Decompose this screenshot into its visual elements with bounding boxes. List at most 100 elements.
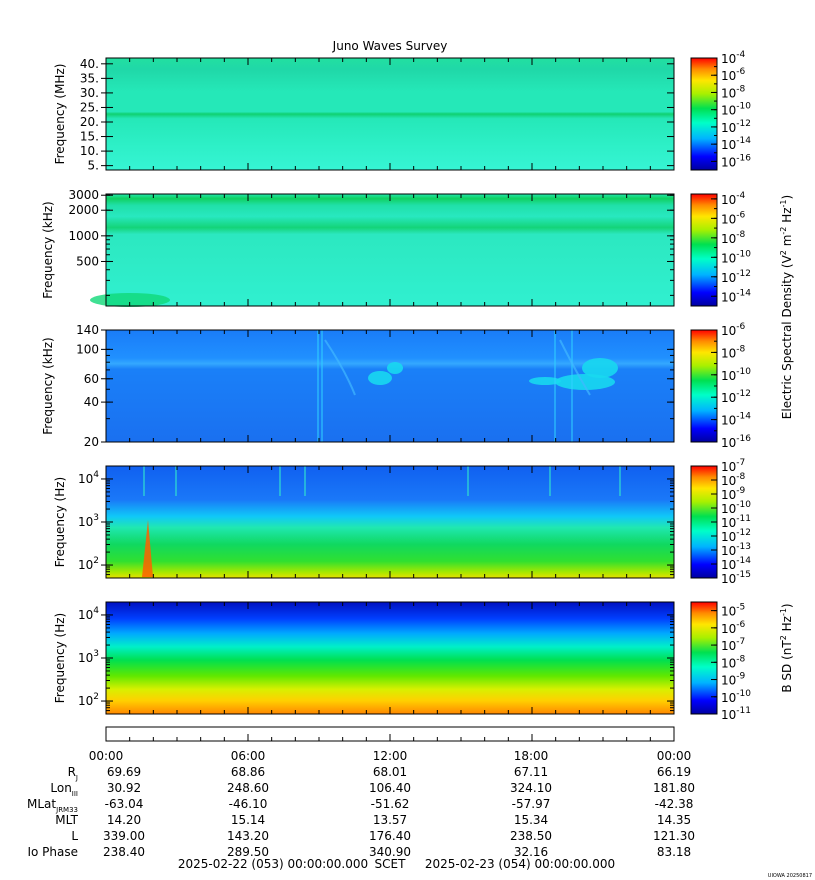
spectrogram-panel-3: 20 40 60 100 140 Frequency (kHz) 10-6 10-8 10-10…: [41, 322, 751, 450]
y-tick-label: 1000: [68, 229, 99, 243]
colorbar-tick-label: 10-10: [721, 102, 751, 118]
ephemeris-value: 15.14: [231, 813, 265, 827]
y-tick-label: 2000: [68, 203, 99, 217]
colorbar-scale: [690, 329, 718, 443]
colorbar-tick-label: 10-11: [721, 514, 751, 530]
y-tick-label: 60: [84, 372, 99, 386]
ephemeris-value: 339.00: [103, 829, 145, 843]
end-time: 2025-02-23 (054) 00:00:00.000: [425, 857, 615, 871]
y-axis-label: Frequency (kHz): [41, 337, 55, 434]
spectrogram-panel-4: 102 103 104 Frequency (Hz) 10-710-810-910-10…: [53, 458, 751, 586]
y-tick-label: 104: [78, 606, 99, 622]
y-axis-label: Frequency (Hz): [53, 613, 67, 704]
colorbar-3: 10-6 10-8 10-10 10-12 10-14 10-16: [690, 322, 751, 450]
ephemeris-value: 69.69: [107, 765, 141, 779]
colorbar-tick-label: 10-10: [721, 367, 751, 383]
y-tick-label: 102: [78, 556, 99, 572]
colorbar-tick-label: 10-13: [721, 542, 751, 558]
colorbar-scale: [690, 601, 718, 715]
ephemeris-value: -51.62: [371, 797, 410, 811]
ephemeris-value: 121.30: [653, 829, 695, 843]
ephemeris-value: 68.01: [373, 765, 407, 779]
emission-feature: [387, 362, 403, 374]
colorbar-tick-label: 10-10: [721, 500, 751, 516]
colorbar-tick-label: 10-4: [721, 191, 746, 207]
scet-label: SCET: [375, 857, 407, 871]
colorbar-tick-label: 10-7: [721, 637, 745, 653]
ephemeris-label: L: [71, 829, 78, 843]
y-tick-label: 5.: [88, 159, 99, 173]
emission-feature: [368, 371, 392, 385]
emission-feature: [90, 293, 170, 307]
ephemeris-value: 83.18: [657, 845, 691, 859]
ephemeris-value: -42.38: [655, 797, 694, 811]
colorbar-2: 10-4 10-6 10-8 10-10 10-12 10-14: [690, 191, 751, 307]
ephemeris-value: 106.40: [369, 781, 411, 795]
y-tick-label: 103: [78, 513, 99, 529]
y-tick-label: 25.: [80, 100, 99, 114]
ephemeris-value: 66.19: [657, 765, 691, 779]
ephemeris-value: 340.90: [369, 845, 411, 859]
ephemeris-label: Io Phase: [27, 845, 78, 859]
emission-feature: [324, 339, 356, 396]
ephemeris-value: 238.40: [103, 845, 145, 859]
colorbar-tick-label: 10-6: [721, 620, 746, 636]
y-tick-label: 104: [78, 470, 99, 486]
ephemeris-label: MLatJRM33: [27, 797, 78, 814]
spectrogram-image: [106, 58, 674, 170]
spectrogram-image: [106, 602, 674, 714]
y-tick-label: 40.: [80, 57, 99, 71]
colorbar-title-magnetic: B SD (nT2 Hz-1): [779, 603, 794, 692]
y-tick-label: 35.: [80, 71, 99, 85]
y-tick-label: 20.: [80, 115, 99, 129]
emission-feature: [582, 358, 618, 378]
colorbar-tick-label: 10-9: [721, 672, 746, 688]
ephemeris-value: 68.86: [231, 765, 265, 779]
colorbar-title-electric: Electric Spectral Density (V2 m-2 Hz-1): [779, 195, 794, 419]
colorbar-tick-label: 10-10: [721, 249, 751, 265]
ephemeris-value: 181.80: [653, 781, 695, 795]
ephemeris-value: 13.57: [373, 813, 407, 827]
spectrogram-panel-1: 5.10.15.20.25.30.35.40. Frequency (MHz) 10…: [53, 50, 751, 173]
spectrogram-image: [106, 466, 674, 578]
emission-feature: [529, 377, 561, 385]
y-tick-label: 140: [76, 323, 99, 337]
colorbar-tick-label: 10-8: [721, 84, 746, 100]
y-tick-label: 3000: [68, 188, 99, 202]
spectrogram-image: [106, 194, 674, 306]
colorbar-tick-label: 10-5: [721, 603, 745, 619]
ephemeris-value: -46.10: [229, 797, 268, 811]
ephemeris-value: 32.16: [514, 845, 548, 859]
colorbar-scale: [690, 193, 718, 307]
colorbar-tick-label: 10-4: [721, 50, 746, 66]
colorbar-tick-label: 10-7: [721, 458, 745, 474]
chart-title: Juno Waves Survey: [332, 39, 448, 53]
y-tick-label: 30.: [80, 86, 99, 100]
ephemeris-label: LonIII: [50, 781, 78, 798]
y-axis-label: Frequency (MHz): [53, 64, 67, 165]
ephemeris-value: 176.40: [369, 829, 411, 843]
colorbar-tick-label: 10-8: [721, 654, 746, 670]
y-axis-label: Frequency (Hz): [53, 477, 67, 568]
ephemeris-value: 14.35: [657, 813, 691, 827]
colorbar-tick-label: 10-16: [721, 153, 751, 169]
colorbar-tick-label: 10-14: [721, 412, 751, 428]
colorbar-tick-label: 10-6: [721, 322, 746, 338]
colorbar-tick-label: 10-8: [721, 472, 746, 488]
emission-feature: [142, 520, 153, 577]
ephemeris-value: 143.20: [227, 829, 269, 843]
time-label: 00:00: [657, 749, 692, 763]
y-tick-label: 10.: [80, 144, 99, 158]
y-tick-label: 100: [76, 342, 99, 356]
time-label: 12:00: [373, 749, 408, 763]
colorbar-tick-label: 10-16: [721, 434, 751, 450]
ephemeris-value: 324.10: [510, 781, 552, 795]
footer-tag: UIOWA 20250817: [768, 873, 812, 879]
ephemeris-value: 238.50: [510, 829, 552, 843]
time-label: 18:00: [514, 749, 549, 763]
y-tick-label: 15.: [80, 130, 99, 144]
